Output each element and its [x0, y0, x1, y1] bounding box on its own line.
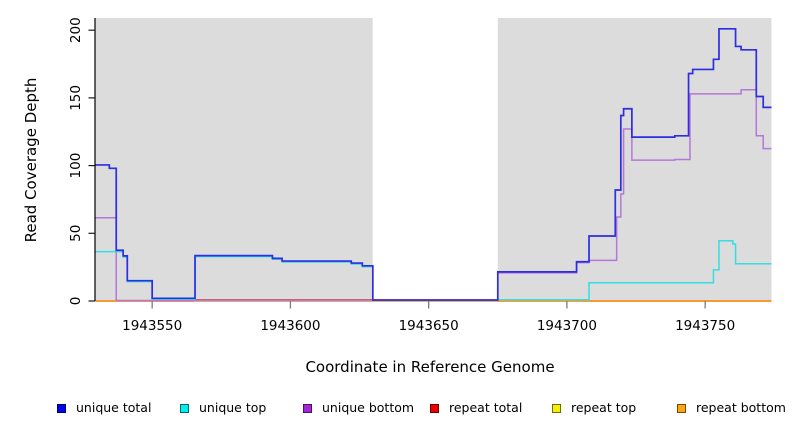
- x-tick-label: 1943750: [675, 318, 735, 334]
- series-line-unique-total: [95, 27, 772, 301]
- x-tick-label: 1943600: [260, 318, 320, 334]
- y-tick-label: 50: [68, 225, 84, 242]
- y-tick-label: 200: [68, 17, 84, 43]
- x-axis-title: Coordinate in Reference Genome: [305, 358, 554, 376]
- series-lines: [95, 27, 772, 302]
- x-tick-label: 1943550: [122, 318, 182, 334]
- x-tick-label: 1943650: [399, 318, 459, 334]
- tick-labels: 1943550 1943600 1943650 1943700 1943750 0 50 10…: [68, 17, 735, 334]
- x-tick-label: 1943700: [537, 318, 597, 334]
- region-masked-gap: [372, 18, 498, 301]
- region-covered-left: [95, 18, 373, 301]
- y-tick-label: 0: [68, 297, 84, 306]
- y-tick-label: 150: [68, 85, 84, 111]
- axes: [88, 18, 706, 309]
- y-tick-label: 100: [68, 153, 84, 179]
- plot-background-regions: [95, 18, 772, 301]
- y-axis-title: Read Coverage Depth: [22, 78, 40, 243]
